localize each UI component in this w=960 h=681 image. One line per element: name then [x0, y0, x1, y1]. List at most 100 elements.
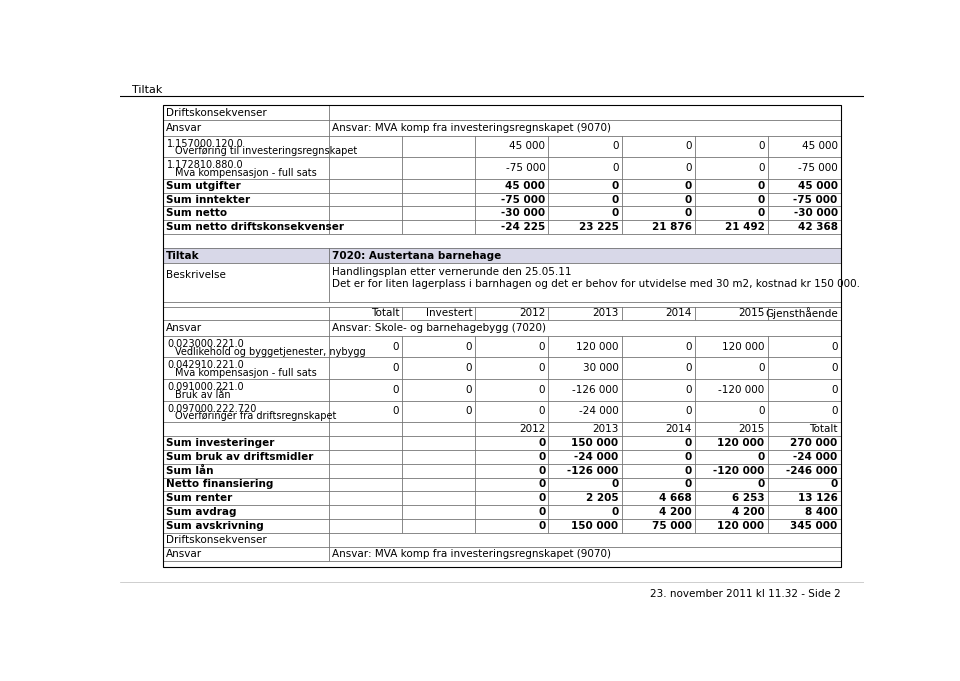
- Text: 0.042910.221.0: 0.042910.221.0: [167, 360, 244, 370]
- Text: 0: 0: [685, 407, 691, 416]
- Bar: [768, 449, 841, 464]
- Bar: [162, 193, 329, 206]
- Bar: [695, 436, 768, 449]
- Bar: [162, 400, 329, 422]
- Text: 0: 0: [612, 507, 618, 517]
- Text: 0: 0: [539, 342, 545, 351]
- Text: -75 000: -75 000: [506, 163, 545, 173]
- Bar: [695, 400, 768, 422]
- Bar: [402, 519, 475, 533]
- Text: Totalt: Totalt: [371, 308, 399, 319]
- Text: 0: 0: [684, 452, 691, 462]
- Text: Ansvar: Ansvar: [166, 549, 202, 558]
- Text: -246 000: -246 000: [786, 466, 838, 475]
- Bar: [695, 193, 768, 206]
- Bar: [162, 178, 329, 193]
- Text: Overføringer fra driftsregnskapet: Overføringer fra driftsregnskapet: [175, 411, 336, 422]
- Bar: [548, 157, 621, 178]
- Bar: [162, 136, 329, 157]
- Bar: [329, 221, 402, 234]
- Bar: [695, 358, 768, 379]
- Text: 2014: 2014: [665, 424, 691, 434]
- Bar: [402, 306, 475, 321]
- Text: 0: 0: [612, 180, 618, 191]
- Text: 0: 0: [466, 363, 472, 373]
- Text: Sum netto: Sum netto: [166, 208, 227, 219]
- Bar: [475, 422, 548, 436]
- Bar: [402, 178, 475, 193]
- Bar: [768, 221, 841, 234]
- Bar: [475, 157, 548, 178]
- Text: 0: 0: [758, 407, 764, 416]
- Text: Handlingsplan etter vernerunde den 25.05.11: Handlingsplan etter vernerunde den 25.05…: [332, 267, 572, 277]
- Bar: [162, 547, 329, 560]
- Text: 0: 0: [685, 342, 691, 351]
- Text: 1.157000.120.0: 1.157000.120.0: [167, 139, 244, 148]
- Bar: [162, 436, 329, 449]
- Text: 0: 0: [612, 163, 618, 173]
- Text: 0: 0: [758, 163, 764, 173]
- Text: Sum avdrag: Sum avdrag: [166, 507, 236, 517]
- Bar: [475, 221, 548, 234]
- Bar: [162, 264, 329, 302]
- Text: Mva kompensasjon - full sats: Mva kompensasjon - full sats: [175, 168, 317, 178]
- Bar: [162, 221, 329, 234]
- Bar: [621, 422, 695, 436]
- Text: Sum investeringer: Sum investeringer: [166, 438, 275, 448]
- Bar: [162, 519, 329, 533]
- Text: 0: 0: [757, 195, 764, 204]
- Text: 345 000: 345 000: [790, 521, 838, 531]
- Bar: [402, 477, 475, 492]
- Text: 42 368: 42 368: [798, 222, 838, 232]
- Bar: [162, 302, 841, 306]
- Text: Driftskonsekvenser: Driftskonsekvenser: [166, 535, 267, 545]
- Bar: [329, 321, 841, 336]
- Bar: [768, 464, 841, 477]
- Text: 2012: 2012: [519, 308, 545, 319]
- Bar: [695, 492, 768, 505]
- Text: 150 000: 150 000: [571, 438, 618, 448]
- Bar: [475, 505, 548, 519]
- Text: 0: 0: [684, 208, 691, 219]
- Text: 0: 0: [684, 438, 691, 448]
- Bar: [162, 505, 329, 519]
- Bar: [162, 157, 329, 178]
- Text: 0: 0: [757, 208, 764, 219]
- Bar: [621, 505, 695, 519]
- Bar: [475, 400, 548, 422]
- Bar: [621, 519, 695, 533]
- Bar: [329, 464, 402, 477]
- Bar: [402, 379, 475, 400]
- Text: 0: 0: [539, 452, 545, 462]
- Bar: [768, 336, 841, 358]
- Bar: [162, 449, 329, 464]
- Text: 0: 0: [758, 363, 764, 373]
- Bar: [768, 306, 841, 321]
- Text: Sum avskrivning: Sum avskrivning: [166, 521, 263, 531]
- Bar: [548, 464, 621, 477]
- Bar: [695, 519, 768, 533]
- Bar: [621, 306, 695, 321]
- Text: 0: 0: [612, 195, 618, 204]
- Text: 4 668: 4 668: [659, 493, 691, 503]
- Text: 23 225: 23 225: [579, 222, 618, 232]
- Text: 2012: 2012: [519, 424, 545, 434]
- Text: Netto finansiering: Netto finansiering: [166, 479, 273, 490]
- Bar: [548, 492, 621, 505]
- Bar: [695, 157, 768, 178]
- Bar: [402, 336, 475, 358]
- Text: 0: 0: [830, 479, 838, 490]
- Text: Tiltak: Tiltak: [132, 85, 162, 95]
- Bar: [475, 379, 548, 400]
- Text: -24 000: -24 000: [579, 407, 618, 416]
- Text: 0: 0: [757, 180, 764, 191]
- Text: Mva kompensasjon - full sats: Mva kompensasjon - full sats: [175, 368, 317, 378]
- Bar: [329, 505, 402, 519]
- Bar: [162, 321, 329, 336]
- Text: 0: 0: [612, 142, 618, 151]
- Bar: [329, 336, 402, 358]
- Bar: [402, 358, 475, 379]
- Text: 0: 0: [684, 479, 691, 490]
- Text: -75 000: -75 000: [793, 195, 838, 204]
- Text: 45 000: 45 000: [798, 180, 838, 191]
